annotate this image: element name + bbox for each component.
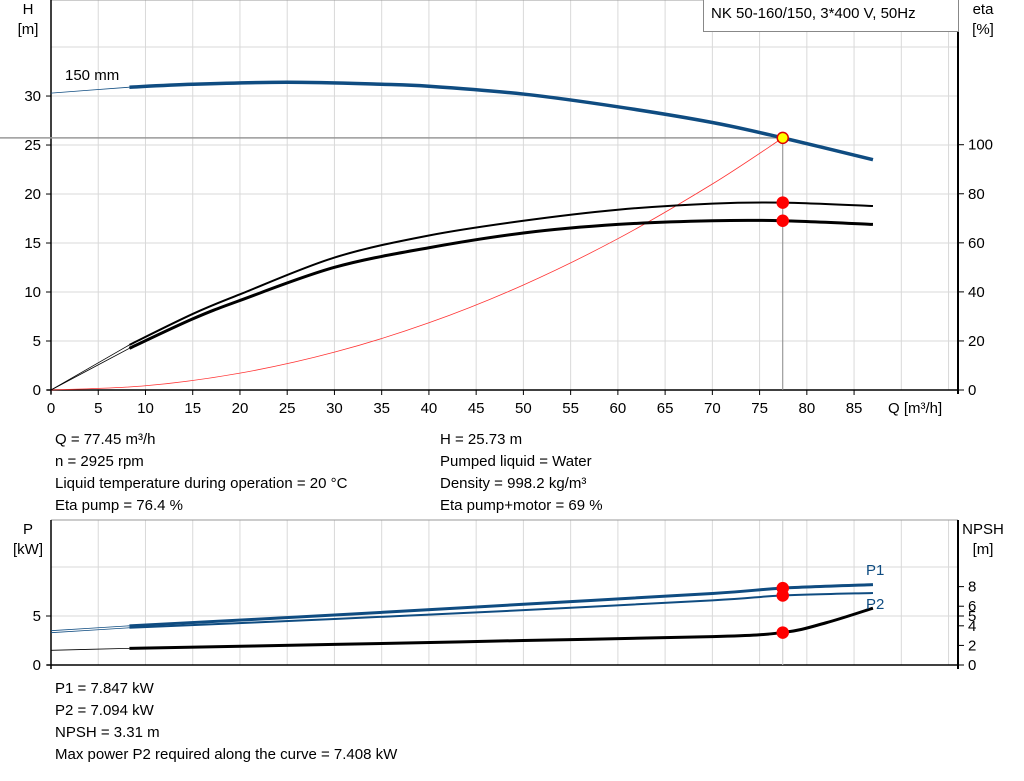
x-tick-label: 80 — [798, 400, 815, 417]
info-density: Density = 998.2 kg/m³ — [440, 475, 587, 492]
y2-tick-label: 80 — [968, 186, 985, 203]
x-tick-label: 5 — [94, 400, 102, 417]
y2-axis-label: NPSH — [962, 521, 1004, 538]
x-tick-label: 45 — [468, 400, 485, 417]
info-p2: P2 = 7.094 kW — [55, 702, 154, 719]
p2-curve — [129, 591, 873, 629]
info-flow: Q = 77.45 m³/h — [55, 431, 156, 448]
eta-pump-marker — [776, 196, 789, 209]
x-tick-label: 30 — [326, 400, 343, 417]
chart-title: NK 50-160/150, 3*400 V, 50Hz — [703, 0, 959, 32]
eta-pump-motor-curve-extrapolated — [50, 347, 130, 391]
x-tick-label: 25 — [279, 400, 296, 417]
x-tick-label: 60 — [610, 400, 627, 417]
y2-axis-label: eta — [973, 1, 995, 18]
y-axis-label: P — [23, 521, 33, 538]
y-tick-label: 25 — [24, 137, 41, 154]
y2-tick-label: 0 — [968, 382, 976, 399]
info-head: H = 25.73 m — [440, 431, 523, 448]
x-tick-label: 55 — [562, 400, 579, 417]
p1-curve-extrapolated — [50, 625, 130, 632]
info-eta-pump-motor: Eta pump+motor = 69 % — [440, 497, 603, 514]
y-axis-unit: [m] — [18, 21, 39, 38]
y2-axis-unit: [%] — [972, 21, 994, 38]
info-liquid: Pumped liquid = Water — [440, 453, 592, 470]
y-tick-label: 5 — [33, 608, 41, 625]
x-tick-label: 65 — [657, 400, 674, 417]
y2-axis-unit: [m] — [973, 541, 994, 558]
x-tick-label: 20 — [232, 400, 249, 417]
y2-tick-label: 20 — [968, 333, 985, 350]
x-tick-label: 50 — [515, 400, 532, 417]
x-tick-label: 10 — [137, 400, 154, 417]
head-curve-extrapolated — [50, 86, 130, 94]
x-tick-label: 75 — [751, 400, 768, 417]
p1-curve — [129, 583, 874, 628]
y-tick-label: 5 — [33, 333, 41, 350]
eta-pump-curve — [128, 201, 874, 346]
y2-tick-label: 0 — [968, 657, 976, 674]
y2-tick-label: 6 — [968, 598, 976, 615]
x-tick-label: 0 — [47, 400, 55, 417]
y2-tick-label: 2 — [968, 637, 976, 654]
y2-tick-label: 40 — [968, 284, 985, 301]
y-tick-label: 30 — [24, 88, 41, 105]
npsh-marker — [776, 626, 789, 639]
info-p1: P1 = 7.847 kW — [55, 680, 154, 697]
y-axis-label: H — [23, 1, 34, 18]
y-tick-label: 0 — [33, 382, 41, 399]
y-axis-unit: [kW] — [13, 541, 43, 558]
x-axis-label: Q [m³/h] — [888, 400, 942, 417]
eta-pump-curve-extrapolated — [50, 344, 130, 391]
duty-point-marker — [776, 131, 789, 145]
x-tick-label: 85 — [846, 400, 863, 417]
y-tick-label: 10 — [24, 284, 41, 301]
eta-pump-motor-curve — [128, 218, 874, 350]
p2-curve-extrapolated — [50, 627, 130, 634]
p1-label: P1 — [866, 562, 884, 579]
p2-marker — [776, 589, 789, 602]
info-speed: n = 2925 rpm — [55, 453, 144, 470]
x-tick-label: 15 — [184, 400, 201, 417]
head-curve — [129, 80, 874, 162]
info-npsh: NPSH = 3.31 m — [55, 724, 160, 741]
y2-tick-label: 100 — [968, 137, 993, 154]
info-eta-pump: Eta pump = 76.4 % — [55, 497, 183, 514]
x-tick-label: 35 — [373, 400, 390, 417]
npsh-curve — [129, 606, 874, 650]
y2-tick-label: 4 — [968, 618, 976, 635]
y-tick-label: 15 — [24, 235, 41, 252]
impeller-diameter-label: 150 mm — [65, 67, 119, 84]
info-bottom: P1 = 7.847 kW P2 = 7.094 kW NPSH = 3.31 … — [55, 678, 397, 766]
x-tick-label: 40 — [421, 400, 438, 417]
info-top-right: H = 25.73 m Pumped liquid = Water Densit… — [440, 429, 603, 517]
system-curve — [50, 137, 783, 391]
p2-label: P2 — [866, 596, 884, 613]
eta-pump-motor-marker — [776, 214, 789, 228]
npsh-curve-extrapolated — [50, 647, 130, 651]
x-tick-label: 70 — [704, 400, 721, 417]
y2-tick-label: 60 — [968, 235, 985, 252]
info-top-left: Q = 77.45 m³/h n = 2925 rpm Liquid tempe… — [55, 429, 347, 517]
y-tick-label: 0 — [33, 657, 41, 674]
y2-tick-label: 5 — [968, 608, 976, 625]
y-tick-label: 20 — [24, 186, 41, 203]
info-temperature: Liquid temperature during operation = 20… — [55, 475, 348, 492]
y2-tick-label: 8 — [968, 579, 976, 596]
info-max-power: Max power P2 required along the curve = … — [55, 746, 398, 763]
